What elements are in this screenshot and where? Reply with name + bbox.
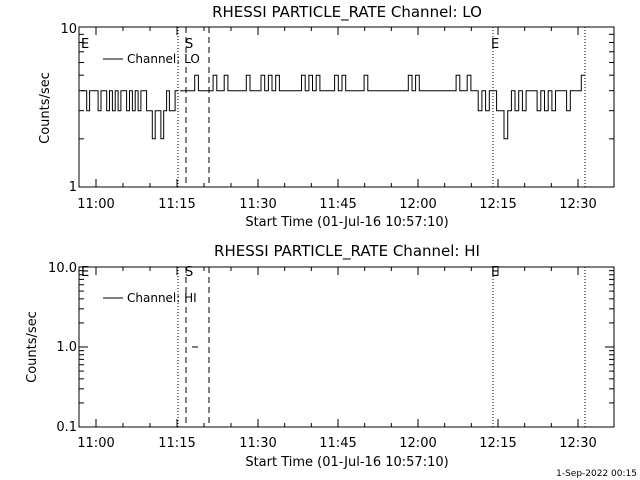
hi-y-tick-label-0.1: 0.1 (56, 420, 77, 435)
hi-axes (78, 266, 615, 428)
hi-marker-labels: E S E (81, 265, 499, 280)
lo-x-tick-label-1215: 12:15 (479, 197, 516, 212)
hi-chart-title: RHESSI PARTICLE_RATE Channel: HI (214, 242, 480, 261)
lo-markers (177, 27, 586, 187)
lo-y-tick-label-1: 1 (69, 180, 77, 195)
hi-x-axis-label: Start Time (01-Jul-16 10:57:10) (245, 455, 448, 470)
lo-x-tick-label-1200: 12:00 (399, 197, 436, 212)
lo-x-tick-label-1130: 11:30 (239, 197, 276, 212)
lo-legend-label: Channel: LO (127, 52, 200, 66)
hi-markers (177, 267, 586, 427)
lo-x-tick-label-1230: 12:30 (559, 197, 596, 212)
hi-marker-label-e-start: E (81, 265, 89, 280)
lo-legend: Channel: LO (103, 52, 200, 66)
hi-legend: Channel: HI (103, 291, 197, 305)
lo-axes (78, 26, 615, 188)
footer-timestamp: 1-Sep-2022 00:15 (556, 469, 637, 479)
hi-legend-label: Channel: HI (127, 291, 197, 305)
lo-x-tick-labels: 11:00 11:15 11:30 11:45 12:00 12:15 12:3… (77, 197, 596, 212)
hi-y-axis-label: Counts/sec (25, 311, 40, 383)
hi-x-tick-label-1100: 11:00 (77, 436, 114, 451)
hi-marker-label-e-end: E (491, 265, 499, 280)
lo-chart-title: RHESSI PARTICLE_RATE Channel: LO (212, 3, 482, 22)
lo-y-tick-labels: 10 1 (60, 22, 77, 195)
hi-y-tick-label-10: 10.0 (48, 261, 77, 276)
lo-marker-label-s: S (185, 37, 193, 52)
lo-x-axis-label: Start Time (01-Jul-16 10:57:10) (245, 215, 448, 230)
hi-y-tick-labels: 10.0 1.0 0.1 (48, 261, 77, 435)
hi-x-tick-label-1230: 12:30 (559, 436, 596, 451)
lo-y-axis-label: Counts/sec (38, 72, 53, 144)
hi-x-tick-label-1145: 11:45 (319, 436, 356, 451)
lo-x-tick-label-1145: 11:45 (319, 197, 356, 212)
panel-lo: RHESSI PARTICLE_RATE Channel: LO Counts/… (38, 3, 615, 230)
lo-plot-frame (78, 26, 615, 188)
hi-x-tick-labels: 11:00 11:15 11:30 11:45 12:00 12:15 12:3… (77, 436, 596, 451)
hi-x-tick-label-1200: 12:00 (399, 436, 436, 451)
hi-marker-label-s: S (185, 265, 193, 280)
lo-x-tick-label-1100: 11:00 (77, 197, 114, 212)
hi-y-tick-label-1: 1.0 (56, 340, 77, 355)
lo-x-tick-label-1115: 11:15 (158, 197, 195, 212)
lo-y-tick-label-10: 10 (60, 22, 77, 37)
lo-marker-label-e-end: E (491, 37, 499, 52)
lo-marker-labels: E S E (81, 37, 499, 52)
lo-series-line (81, 74, 585, 140)
hi-x-tick-label-1215: 12:15 (479, 436, 516, 451)
panel-hi: RHESSI PARTICLE_RATE Channel: HI Counts/… (25, 242, 615, 470)
hi-x-tick-label-1130: 11:30 (239, 436, 276, 451)
hi-x-tick-label-1115: 11:15 (158, 436, 195, 451)
lo-marker-label-e-start: E (81, 37, 89, 52)
